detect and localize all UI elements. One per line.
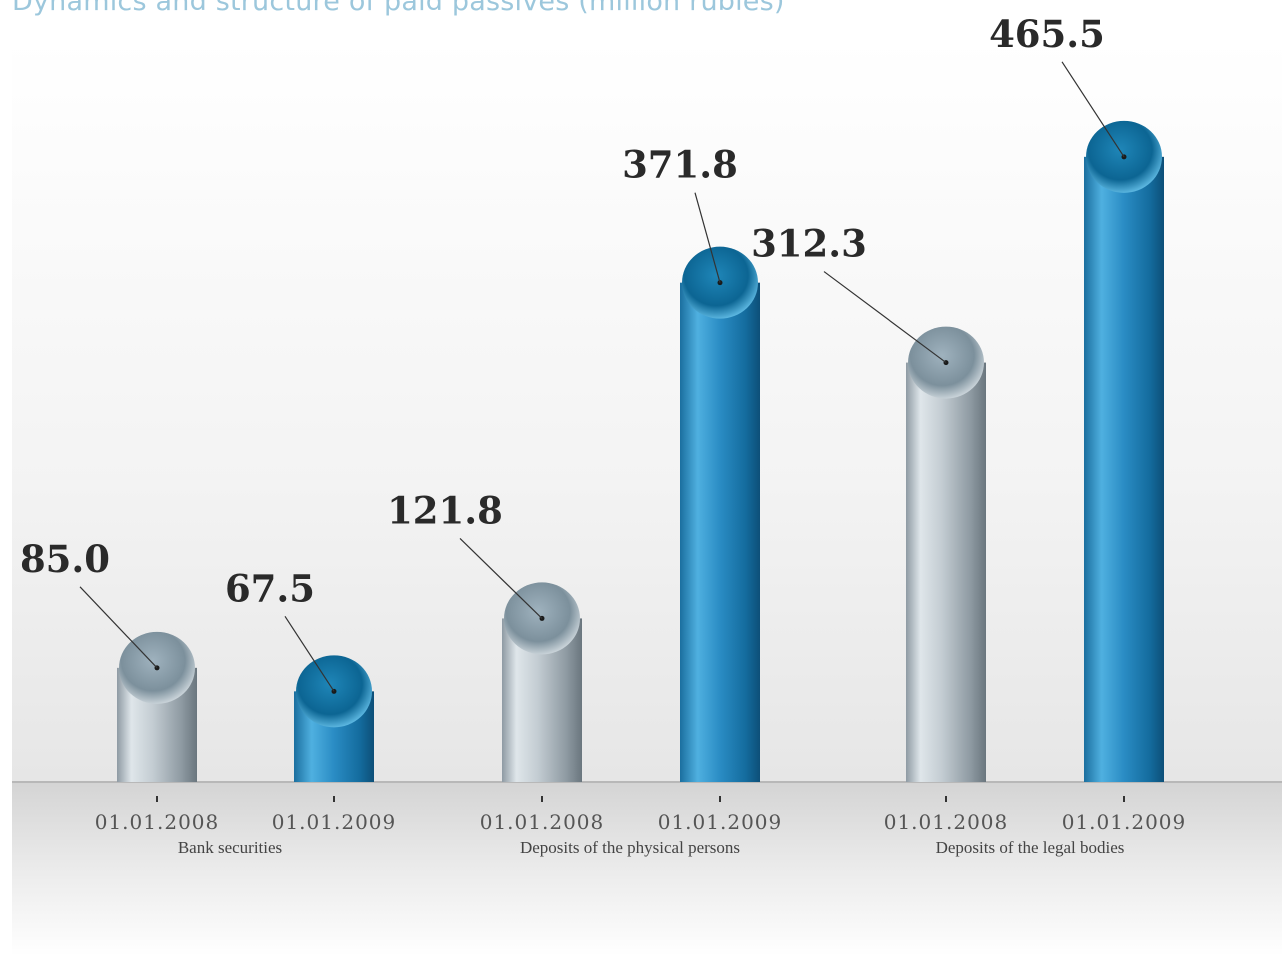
- x-tick-label-1-01.01.2008: 01.01.2008: [95, 810, 220, 834]
- x-tick-label-2-01.01.2009: 01.01.2009: [658, 810, 783, 834]
- group-label-2: Deposits of the physical persons: [520, 838, 740, 857]
- value-label-3-01.01.2008: 312.3: [751, 222, 867, 266]
- value-label-1-01.01.2008: 85.0: [20, 537, 110, 581]
- callout-line-2-01.01.2008: [459, 537, 543, 619]
- x-tick-label-3-01.01.2009: 01.01.2009: [1062, 810, 1187, 834]
- bar-3-01.01.2009: [1084, 156, 1164, 782]
- callout-line-3-01.01.2008: [823, 271, 947, 364]
- bar-2-01.01.2009: [680, 282, 760, 782]
- x-tick-label-2-01.01.2008: 01.01.2008: [480, 810, 605, 834]
- value-label-2-01.01.2009: 371.8: [622, 143, 738, 187]
- callout-line-1-01.01.2009: [284, 616, 335, 692]
- bars-layer: 85.0 01.01.2008 67.5 01.01.2009 Bank securit…: [20, 12, 1187, 857]
- chart-title: Dynamics and structure of paid passives …: [12, 0, 785, 17]
- x-tick-label-3-01.01.2008: 01.01.2008: [884, 810, 1009, 834]
- value-label-3-01.01.2009: 465.5: [989, 12, 1105, 56]
- value-label-1-01.01.2009: 67.5: [225, 566, 315, 610]
- bar-3-01.01.2008: [906, 362, 986, 782]
- callout-line-1-01.01.2008: [79, 586, 158, 669]
- floor-band: [12, 782, 1282, 956]
- group-label-1: Bank securities: [178, 838, 282, 857]
- group-label-3: Deposits of the legal bodies: [936, 838, 1125, 857]
- plot-background: [12, 40, 1282, 782]
- x-tick-label-1-01.01.2009: 01.01.2009: [272, 810, 397, 834]
- callout-line-3-01.01.2009: [1061, 61, 1125, 158]
- callout-line-2-01.01.2009: [694, 192, 721, 283]
- value-label-2-01.01.2008: 121.8: [387, 488, 503, 532]
